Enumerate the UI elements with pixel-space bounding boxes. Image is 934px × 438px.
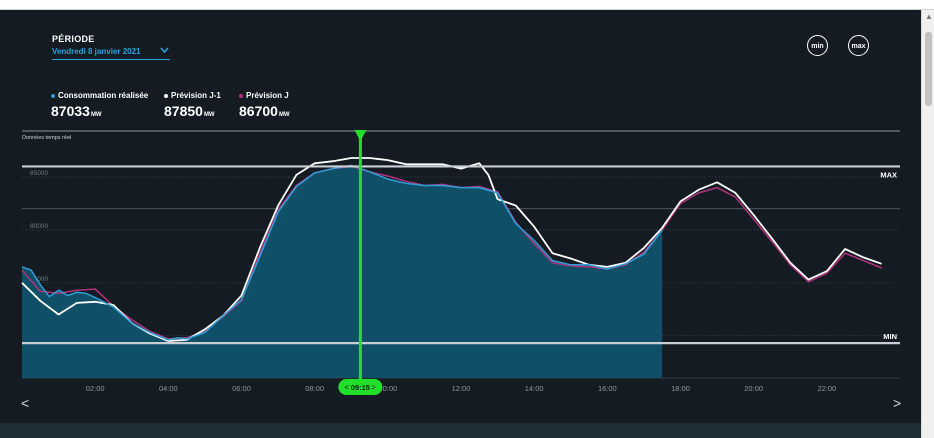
x-tick-label: 06:00 [232, 384, 251, 393]
cursor-time-badge[interactable] [338, 379, 383, 395]
x-tick-label: 16:00 [598, 384, 617, 393]
x-tick-label: 14:00 [525, 384, 544, 393]
legend-dot-icon [51, 93, 55, 98]
min-button[interactable]: min [807, 35, 828, 56]
scroll-up-icon[interactable]: ▲ [925, 12, 933, 21]
y-tick-label: 75000 [30, 276, 48, 283]
legend-dot-icon [239, 93, 243, 98]
legend-value-prevision-j1: 87850MW [164, 103, 215, 119]
date-value: Vendredi 8 janvier 2021 [52, 47, 141, 56]
chevron-left-icon[interactable]: < [344, 383, 349, 392]
legend-label: Consommation réalisée [58, 91, 149, 100]
x-tick-label: 02:00 [86, 384, 105, 393]
realtime-label: Données temps réel [22, 135, 71, 141]
legend-label: Prévision J [246, 91, 289, 100]
next-day-arrow[interactable]: > [893, 395, 901, 411]
scroll-thumb[interactable] [925, 32, 932, 106]
footer-band [0, 423, 921, 438]
x-tick-label: 10:00 [378, 384, 397, 393]
chevron-right-icon[interactable]: > [371, 383, 376, 392]
series-area-consommation [22, 165, 663, 378]
scrollbar[interactable]: ▲ [921, 10, 934, 438]
series-line-consommation [21, 164, 663, 341]
browser-toolbar-strip [0, 0, 934, 10]
x-tick-label: 12:00 [452, 384, 471, 393]
x-tick-label: 08:00 [305, 384, 324, 393]
legend-value-prevision-j: 86700MW [239, 103, 290, 119]
legend-prevision-j[interactable]: Prévision J [239, 91, 289, 100]
chevron-down-icon [160, 47, 169, 54]
max-threshold-label: MAX [880, 170, 897, 179]
max-button[interactable]: max [848, 35, 869, 56]
x-tick-label: 22:00 [817, 384, 836, 393]
cursor-time-label: 09:15 [351, 383, 370, 392]
min-threshold-label: MIN [883, 332, 897, 341]
legend-consommation[interactable]: Consommation réalisée [51, 91, 148, 100]
y-tick-label: 80000 [30, 223, 48, 230]
legend-prevision-j1[interactable]: Prévision J-1 [164, 91, 221, 100]
y-tick-label: 85000 [30, 170, 48, 177]
x-tick-label: 20:00 [744, 384, 763, 393]
cursor-handle-icon[interactable] [354, 130, 367, 141]
period-label: PÉRIODE [52, 34, 95, 44]
x-tick-label: 04:00 [159, 384, 178, 393]
legend-value-consommation: 87033MW [51, 103, 102, 119]
prev-day-arrow[interactable]: < [21, 395, 29, 411]
legend-label: Prévision J-1 [171, 91, 221, 100]
series-line-prevision-j1 [21, 157, 882, 342]
legend-dot-icon [164, 93, 168, 98]
date-selector[interactable]: Vendredi 8 janvier 2021 [52, 47, 170, 60]
x-tick-label: 18:00 [671, 384, 690, 393]
